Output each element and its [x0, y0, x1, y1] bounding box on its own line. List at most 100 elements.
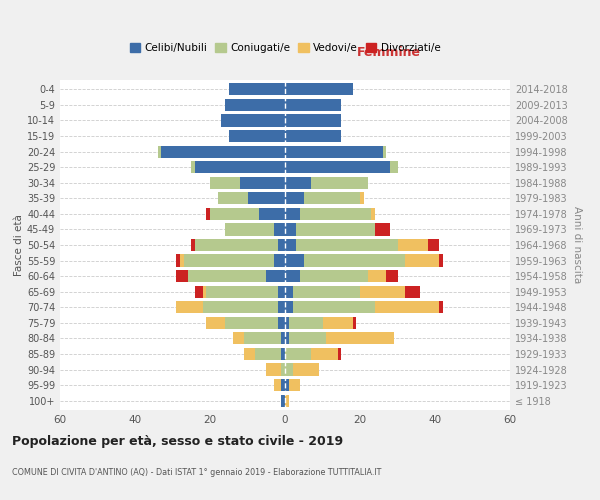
Bar — [285, 317, 289, 329]
Bar — [375, 224, 390, 235]
Bar — [285, 239, 296, 251]
Bar — [195, 161, 285, 173]
Bar — [285, 379, 289, 391]
Bar — [285, 130, 341, 142]
Bar — [439, 301, 443, 314]
Bar — [274, 254, 285, 266]
Bar — [180, 254, 184, 266]
Bar — [375, 301, 439, 314]
Bar — [221, 114, 285, 126]
Bar — [206, 286, 277, 298]
Bar — [285, 394, 289, 406]
Bar — [210, 176, 240, 189]
Bar — [274, 379, 281, 391]
Bar — [248, 192, 285, 204]
Text: Popolazione per età, sesso e stato civile - 2019: Popolazione per età, sesso e stato civil… — [12, 435, 343, 448]
Bar — [281, 348, 285, 360]
Bar — [360, 286, 405, 298]
Bar — [285, 270, 300, 282]
Bar — [427, 239, 439, 251]
Text: Femmine: Femmine — [356, 46, 421, 59]
Bar — [300, 208, 371, 220]
Bar — [203, 286, 206, 298]
Bar — [187, 270, 266, 282]
Bar — [360, 192, 364, 204]
Bar — [390, 161, 398, 173]
Bar — [285, 192, 304, 204]
Bar — [304, 254, 405, 266]
Bar — [161, 146, 285, 158]
Bar — [285, 224, 296, 235]
Bar — [277, 301, 285, 314]
Bar — [353, 317, 356, 329]
Bar — [285, 146, 383, 158]
Bar — [191, 239, 195, 251]
Bar — [383, 146, 386, 158]
Bar — [277, 239, 285, 251]
Y-axis label: Fasce di età: Fasce di età — [14, 214, 24, 276]
Bar — [176, 270, 187, 282]
Bar — [285, 176, 311, 189]
Bar — [293, 301, 375, 314]
Bar — [304, 192, 360, 204]
Bar — [367, 270, 386, 282]
Bar — [285, 286, 293, 298]
Bar — [289, 379, 300, 391]
Bar — [176, 301, 203, 314]
Bar — [259, 208, 285, 220]
Bar — [326, 332, 394, 344]
Bar — [210, 208, 259, 220]
Bar — [285, 332, 289, 344]
Bar — [191, 161, 195, 173]
Bar — [398, 239, 427, 251]
Bar — [240, 176, 285, 189]
Y-axis label: Anni di nascita: Anni di nascita — [571, 206, 581, 284]
Bar — [285, 84, 353, 96]
Bar — [285, 161, 390, 173]
Bar — [195, 239, 277, 251]
Bar — [296, 239, 398, 251]
Bar — [285, 114, 341, 126]
Bar — [285, 208, 300, 220]
Bar — [206, 317, 225, 329]
Bar — [323, 317, 353, 329]
Bar — [255, 348, 281, 360]
Bar — [285, 254, 304, 266]
Bar — [225, 317, 277, 329]
Bar — [293, 364, 319, 376]
Bar — [184, 254, 274, 266]
Bar — [206, 208, 210, 220]
Bar — [371, 208, 375, 220]
Bar — [285, 301, 293, 314]
Bar — [293, 286, 360, 298]
Bar — [233, 332, 244, 344]
Bar — [218, 192, 248, 204]
Bar — [300, 270, 367, 282]
Bar — [285, 364, 293, 376]
Bar — [337, 348, 341, 360]
Bar — [176, 254, 180, 266]
Bar — [229, 84, 285, 96]
Bar — [277, 286, 285, 298]
Bar — [281, 379, 285, 391]
Bar — [296, 224, 375, 235]
Bar — [281, 364, 285, 376]
Bar — [225, 99, 285, 111]
Bar — [266, 270, 285, 282]
Bar — [274, 224, 285, 235]
Bar — [386, 270, 398, 282]
Bar — [311, 348, 337, 360]
Bar — [203, 301, 277, 314]
Bar — [157, 146, 161, 158]
Bar — [439, 254, 443, 266]
Bar — [266, 364, 281, 376]
Bar — [281, 332, 285, 344]
Bar — [285, 348, 311, 360]
Text: COMUNE DI CIVITA D'ANTINO (AQ) - Dati ISTAT 1° gennaio 2019 - Elaborazione TUTTI: COMUNE DI CIVITA D'ANTINO (AQ) - Dati IS… — [12, 468, 382, 477]
Bar — [289, 317, 323, 329]
Bar — [285, 99, 341, 111]
Bar — [195, 286, 203, 298]
Bar — [244, 348, 255, 360]
Bar — [277, 317, 285, 329]
Bar — [405, 254, 439, 266]
